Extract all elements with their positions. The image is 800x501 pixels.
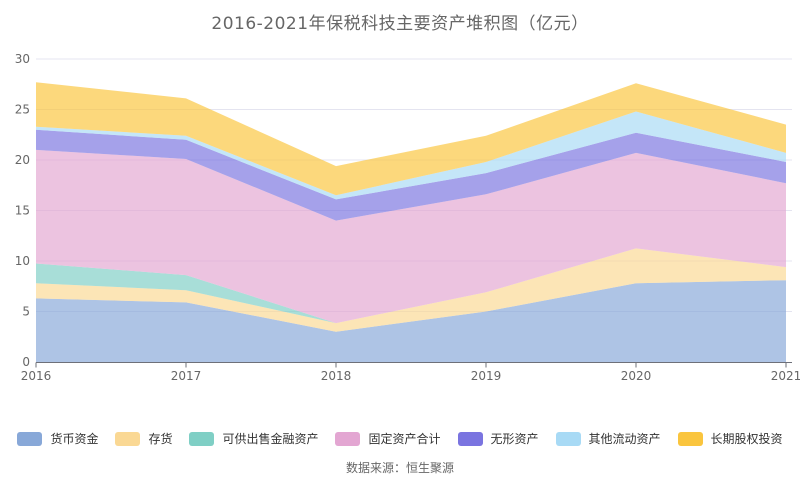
area-series-5[interactable] bbox=[36, 111, 786, 200]
legend-label: 存货 bbox=[148, 432, 173, 446]
legend: 货币资金 存货 可供出售金融资产 固定资产合计 无形资产 其他流动资产 长期股权投资 bbox=[0, 430, 800, 447]
x-axis-tick-label: 2021 bbox=[771, 369, 800, 383]
legend-swatch-icon bbox=[17, 431, 43, 446]
legend-swatch-icon bbox=[335, 431, 361, 446]
legend-item-0[interactable]: 货币资金 bbox=[17, 430, 98, 447]
legend-label: 无形资产 bbox=[490, 432, 539, 446]
chart-title: 2016-2021年保税科技主要资产堆积图（亿元） bbox=[211, 14, 589, 34]
legend-item-6[interactable]: 长期股权投资 bbox=[677, 430, 783, 447]
area-series-4[interactable] bbox=[36, 129, 786, 221]
y-axis-tick-label: 25 bbox=[15, 103, 30, 117]
legend-item-4[interactable]: 无形资产 bbox=[457, 430, 539, 447]
y-axis-tick-label: 30 bbox=[15, 52, 30, 66]
source-text: 数据来源：恒生聚源 bbox=[345, 461, 454, 475]
legend-swatch-icon bbox=[677, 431, 703, 446]
legend-label: 可供出售金融资产 bbox=[222, 432, 319, 446]
legend-swatch-icon bbox=[189, 431, 215, 446]
area-series-2[interactable] bbox=[36, 248, 786, 324]
legend-swatch-icon bbox=[115, 431, 141, 446]
x-axis-tick-label: 2017 bbox=[171, 369, 202, 383]
legend-label: 长期股权投资 bbox=[710, 432, 783, 446]
legend-swatch-icon bbox=[555, 431, 581, 446]
legend-label: 货币资金 bbox=[50, 432, 99, 446]
legend-swatch-icon bbox=[457, 431, 483, 446]
area-series-6[interactable] bbox=[36, 82, 786, 196]
legend-label: 固定资产合计 bbox=[368, 432, 441, 446]
y-axis-tick-label: 0 bbox=[22, 355, 30, 369]
legend-item-3[interactable]: 固定资产合计 bbox=[335, 430, 441, 447]
y-axis-tick-label: 5 bbox=[22, 305, 30, 319]
y-axis-tick-label: 10 bbox=[15, 254, 30, 268]
legend-item-2[interactable]: 可供出售金融资产 bbox=[189, 430, 318, 447]
area-series-0[interactable] bbox=[36, 280, 786, 362]
y-axis-tick-label: 20 bbox=[15, 153, 30, 167]
area-series-3[interactable] bbox=[36, 149, 786, 324]
legend-item-1[interactable]: 存货 bbox=[115, 430, 172, 447]
x-axis-tick-label: 2018 bbox=[321, 369, 352, 383]
x-axis-tick-label: 2016 bbox=[21, 369, 52, 383]
y-axis-tick-label: 15 bbox=[15, 204, 30, 218]
x-axis-tick-label: 2019 bbox=[471, 369, 502, 383]
legend-item-5[interactable]: 其他流动资产 bbox=[555, 430, 661, 447]
x-axis-tick-label: 2020 bbox=[621, 369, 652, 383]
area-series-1[interactable] bbox=[36, 248, 786, 332]
legend-label: 其他流动资产 bbox=[588, 432, 661, 446]
